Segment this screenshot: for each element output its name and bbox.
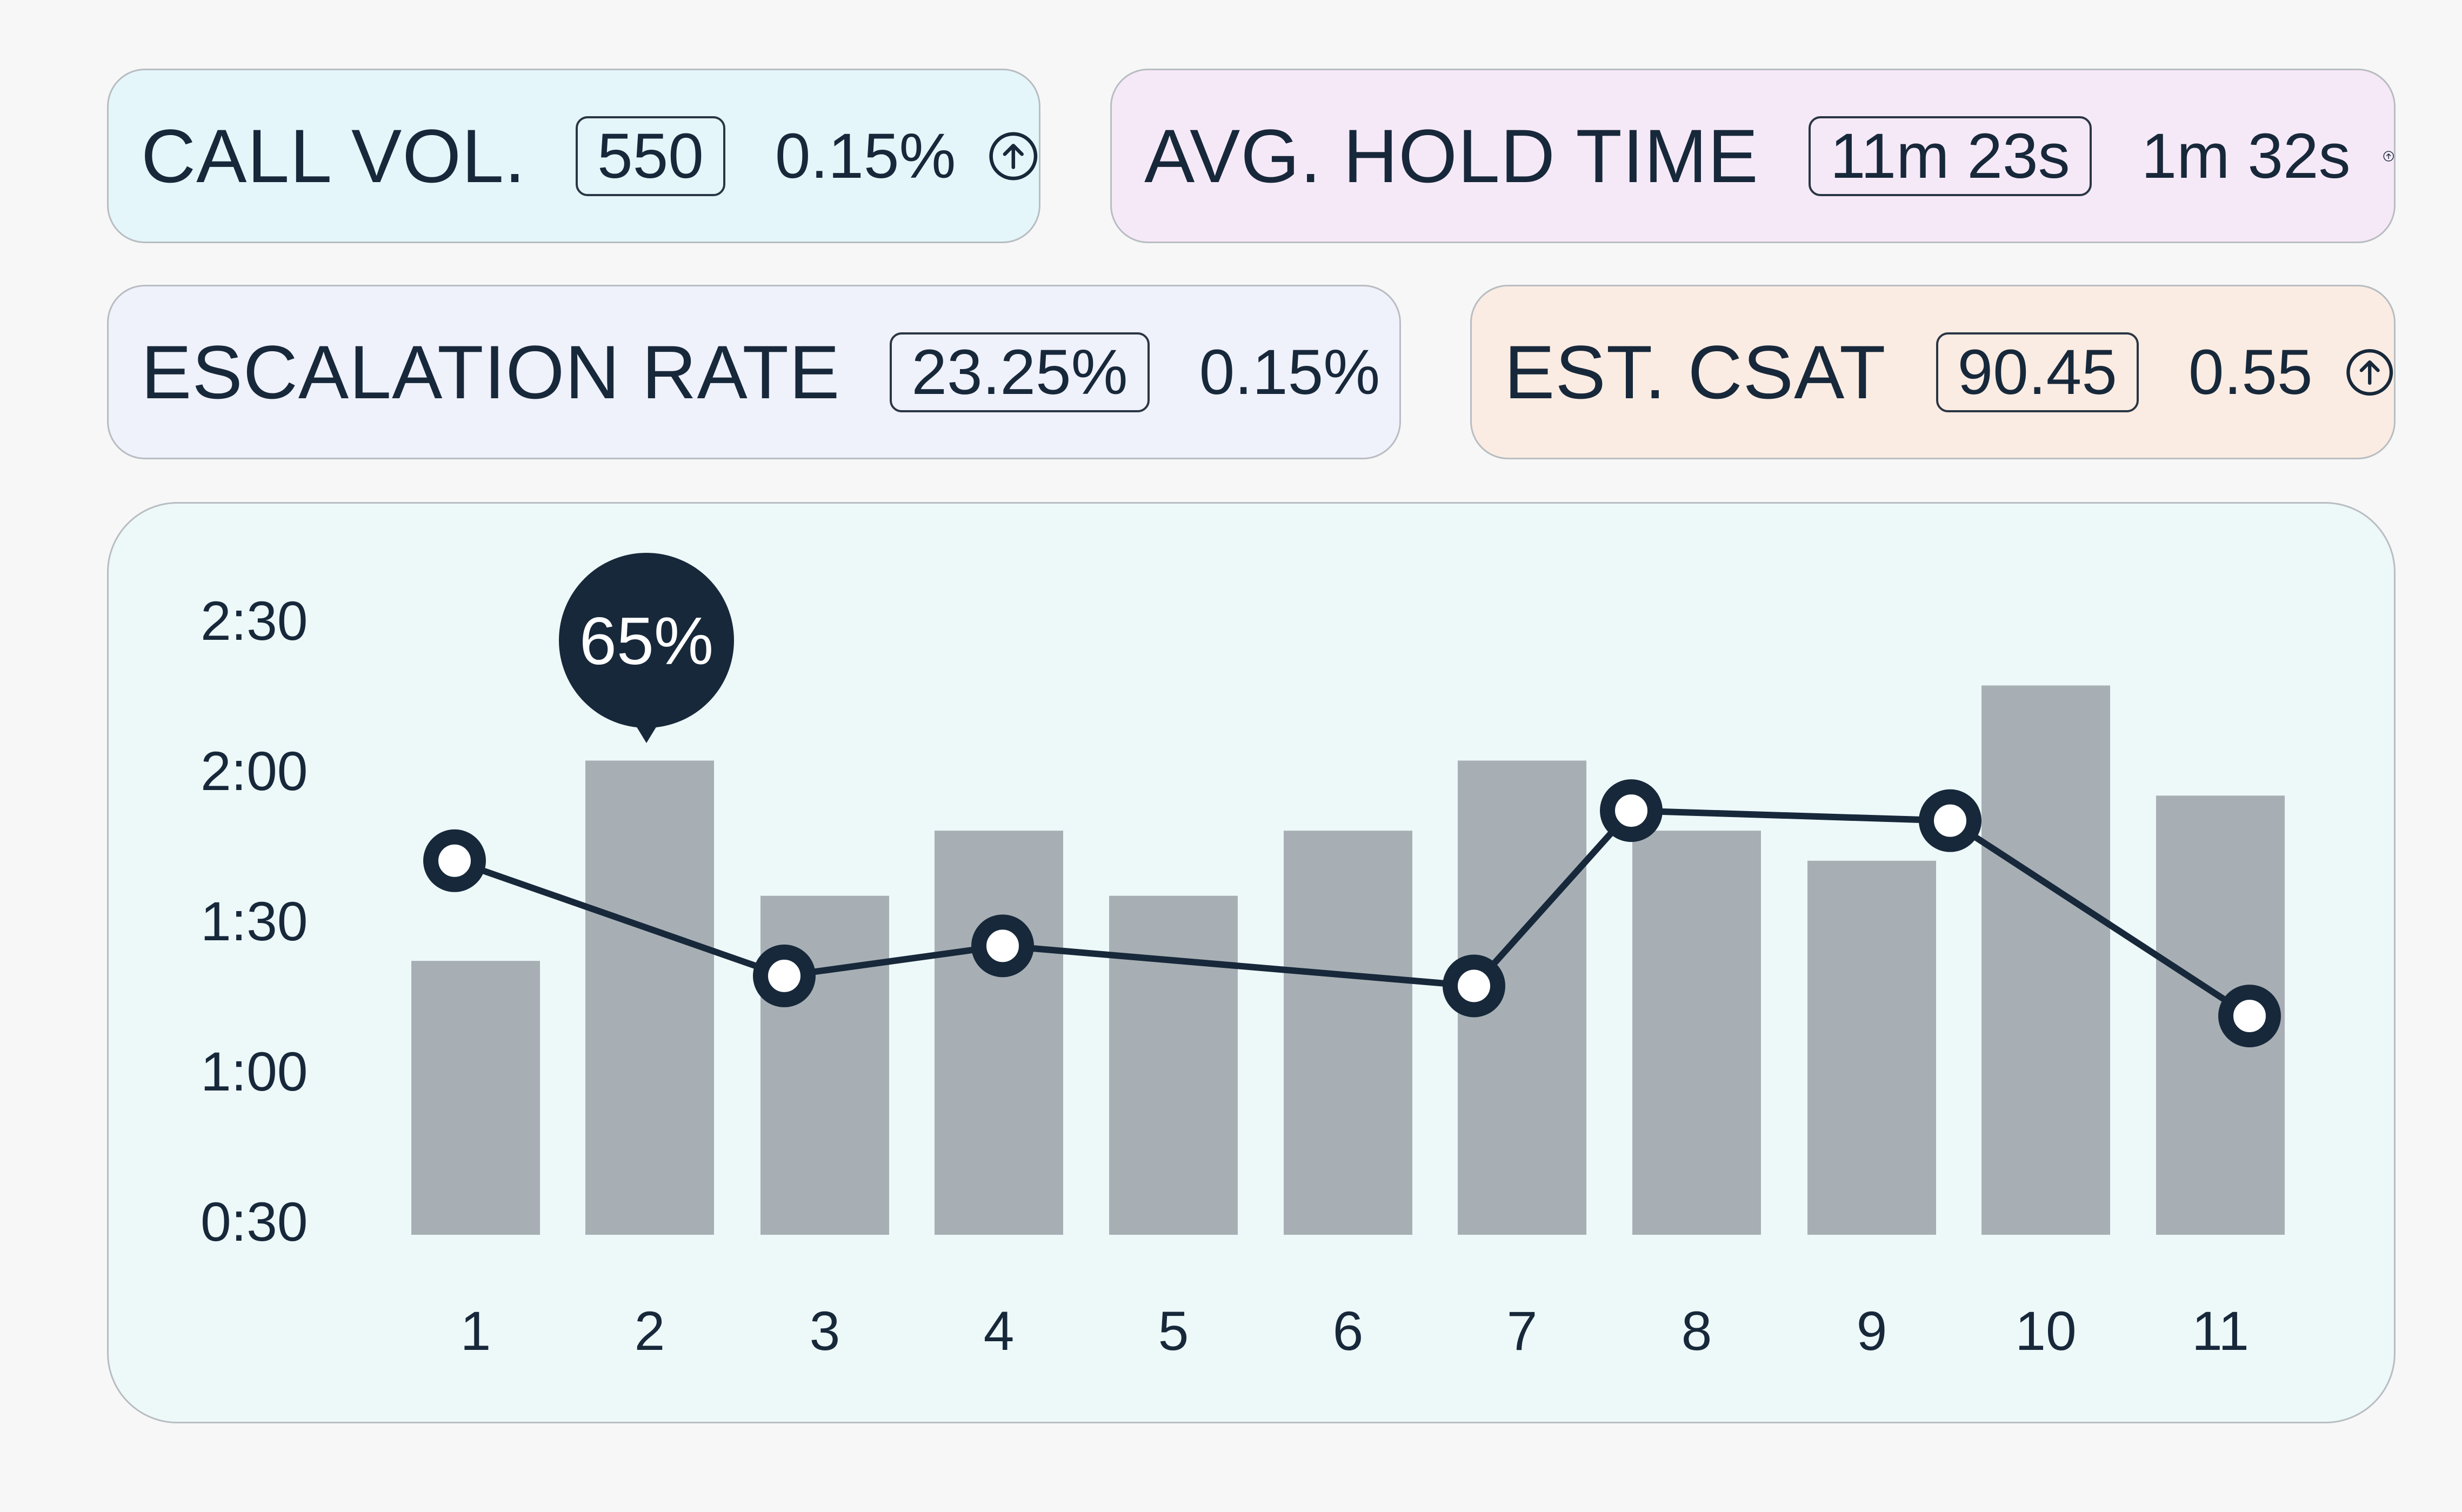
y-tick-label: 2:00 (201, 740, 308, 802)
arrow-up-circle-icon (2383, 128, 2394, 184)
x-tick-label: 11 (2192, 1300, 2249, 1362)
call-volume-label: CALL VOL. (141, 113, 526, 198)
line-point[interactable] (753, 944, 816, 1007)
bar[interactable] (1632, 831, 1761, 1235)
y-tick-label: 0:30 (201, 1191, 308, 1253)
tooltip-pointer (631, 718, 662, 743)
escalation-rate-delta: 0.15% (1199, 336, 1380, 408)
hold-time-chart: 2:30 2:00 1:30 1:00 0:30 1 2 3 4 5 6 7 8 9 10 11 65% (201, 553, 2285, 1362)
line-point[interactable] (1919, 789, 1981, 852)
x-tick-label: 5 (1158, 1300, 1189, 1362)
arrow-up-circle-icon (2345, 344, 2394, 400)
x-tick-label: 3 (810, 1300, 840, 1362)
y-tick-label: 2:30 (201, 590, 308, 652)
x-tick-label: 10 (2015, 1300, 2076, 1362)
est-csat-delta: 0.55 (2188, 336, 2313, 408)
x-tick-label: 1 (461, 1300, 491, 1362)
line-point[interactable] (1600, 779, 1663, 842)
bar[interactable] (1981, 685, 2110, 1235)
bar[interactable] (585, 760, 714, 1235)
bar[interactable] (935, 831, 1063, 1235)
avg-hold-time-value: 11m 23s (1808, 116, 2092, 196)
avg-hold-time-delta: 1m 32s (2141, 120, 2351, 192)
tooltip-bubble (559, 553, 734, 728)
x-tick-label: 7 (1507, 1300, 1538, 1362)
escalation-rate-label: ESCALATION RATE (141, 329, 840, 414)
escalation-rate-value: 23.25% (890, 332, 1150, 412)
line-point[interactable] (1443, 954, 1505, 1018)
y-tick-label: 1:30 (201, 891, 308, 952)
hold-time-chart-card: 2:30 2:00 1:30 1:00 0:30 1 2 3 4 5 6 7 8 9 10 11 65% (107, 502, 2396, 1423)
est-csat-value: 90.45 (1936, 332, 2139, 412)
bar[interactable] (1109, 895, 1238, 1235)
est-csat-card: EST. CSAT 90.45 0.55 (1470, 285, 2396, 459)
x-tick-label: 9 (1857, 1300, 1887, 1362)
line-point[interactable] (423, 829, 486, 892)
bar[interactable] (1807, 860, 1936, 1235)
bar[interactable] (1284, 831, 1412, 1235)
escalation-rate-card: ESCALATION RATE 23.25% 0.15% (107, 285, 1401, 459)
tooltip-label: 65% (579, 604, 713, 679)
x-tick-label: 2 (635, 1300, 665, 1362)
x-tick-label: 6 (1333, 1300, 1364, 1362)
y-tick-label: 1:00 (201, 1041, 308, 1102)
avg-hold-time-card: AVG. HOLD TIME 11m 23s 1m 32s (1110, 69, 2396, 243)
est-csat-label: EST. CSAT (1504, 329, 1886, 414)
call-volume-card: CALL VOL. 550 0.15% (107, 69, 1040, 243)
bar[interactable] (411, 961, 540, 1235)
arrow-up-circle-icon (988, 128, 1039, 184)
x-tick-label: 8 (1682, 1300, 1712, 1362)
avg-hold-time-label: AVG. HOLD TIME (1144, 113, 1759, 198)
call-volume-delta: 0.15% (775, 120, 956, 192)
line-point[interactable] (971, 914, 1034, 978)
line-point[interactable] (2218, 985, 2281, 1048)
call-volume-value: 550 (575, 116, 725, 196)
x-tick-label: 4 (984, 1300, 1015, 1362)
